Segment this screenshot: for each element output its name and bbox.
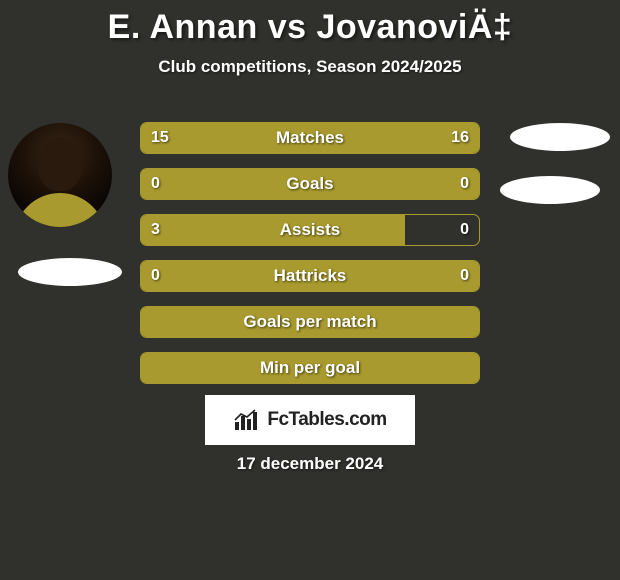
stat-value-left: 0: [151, 261, 160, 291]
stat-fill-left: [141, 261, 310, 291]
stat-fill-right: [310, 261, 479, 291]
stat-value-right: 16: [451, 123, 469, 153]
stat-value-right: 0: [460, 261, 469, 291]
player-left-placeholder-ellipse: [18, 258, 122, 286]
player-right-placeholder-ellipse-1: [510, 123, 610, 151]
stat-row: Goals per match: [140, 306, 480, 338]
footer-brand-text: FcTables.com: [267, 409, 386, 431]
stat-value-left: 3: [151, 215, 160, 245]
stat-row: 00Hattricks: [140, 260, 480, 292]
player-right-placeholder-ellipse-2: [500, 176, 600, 204]
stat-fill-left: [141, 307, 479, 337]
stat-row: Min per goal: [140, 352, 480, 384]
stat-fill-right: [310, 169, 479, 199]
date-label: 17 december 2024: [0, 454, 620, 474]
stat-row: 1516Matches: [140, 122, 480, 154]
page-subtitle: Club competitions, Season 2024/2025: [0, 57, 620, 77]
stat-fill-left: [141, 353, 479, 383]
stat-value-right: 0: [460, 215, 469, 245]
comparison-bars: 1516Matches00Goals30Assists00HattricksGo…: [140, 122, 480, 398]
page-title: E. Annan vs JovanoviÄ‡: [0, 0, 620, 47]
footer-logo: FcTables.com: [205, 395, 415, 445]
chart-icon: [233, 408, 261, 432]
stat-fill-left: [141, 169, 310, 199]
stat-row: 00Goals: [140, 168, 480, 200]
stat-fill-left: [141, 215, 405, 245]
stat-value-left: 0: [151, 169, 160, 199]
stat-value-left: 15: [151, 123, 169, 153]
stat-row: 30Assists: [140, 214, 480, 246]
stat-value-right: 0: [460, 169, 469, 199]
player-left-avatar: [8, 123, 112, 227]
